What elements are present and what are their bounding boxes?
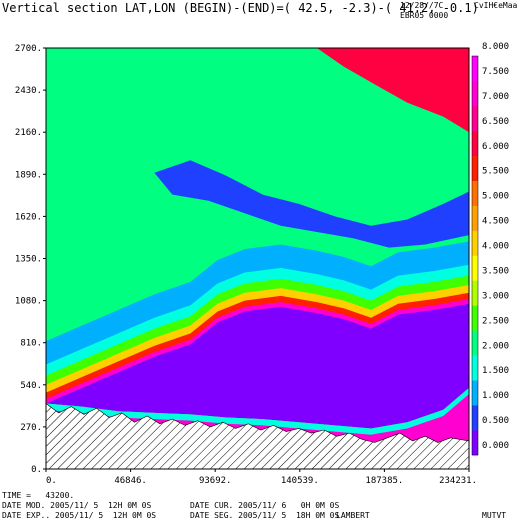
colorbar-label: 5.000 — [482, 192, 509, 202]
brand-label: CvIH€eMaa — [474, 1, 517, 10]
colorbar-label: 8.000 — [482, 42, 509, 52]
y-tick-label: 540. — [20, 381, 42, 391]
colorbar-swatch — [472, 205, 478, 231]
y-tick-label: 2160. — [15, 128, 42, 138]
colorbar-swatch — [472, 330, 478, 356]
colorbar-swatch — [472, 305, 478, 331]
colorbar-label: 6.000 — [482, 142, 509, 152]
colorbar-frame — [471, 55, 479, 456]
colorbar: 0.000 0.500 1.000 1.500 2.000 2.500 3.000 3.500… — [471, 42, 509, 456]
colorbar-label: 4.000 — [482, 242, 509, 252]
y-tick-label: 2700. — [15, 44, 42, 54]
colorbar-swatch — [472, 230, 478, 256]
terrain-hatch — [46, 403, 469, 469]
y-tick-label: 1620. — [15, 212, 42, 222]
colorbar-label: 3.500 — [482, 266, 509, 276]
colorbar-swatch — [472, 405, 478, 431]
colorbar-swatch — [472, 105, 478, 132]
colorbar-swatch — [472, 56, 478, 82]
y-tick-label: 1890. — [15, 170, 42, 180]
y-tick-label: 0. — [31, 465, 42, 475]
run-id: EBR05 0000 — [400, 11, 449, 20]
colorbar-label: 6.500 — [482, 117, 509, 127]
colorbar-label: 7.500 — [482, 67, 509, 77]
x-tick-label: 93692. — [199, 476, 232, 486]
x-tick-label: 140539. — [281, 476, 319, 486]
date-seg: DATE SEG. 2005/11/ 5 18H 0M 0S — [190, 511, 340, 520]
x-tick-label: 46846. — [114, 476, 147, 486]
max-value-layer — [46, 303, 469, 429]
colorbar-label: 3.000 — [482, 291, 509, 301]
colorbar-swatch — [472, 80, 478, 107]
colorbar-label: 1.500 — [482, 366, 509, 376]
y-tick-label: 2430. — [15, 86, 42, 96]
y-tick-label: 1350. — [15, 255, 42, 265]
variable-label: MUTVT — [482, 511, 507, 520]
colorbar-swatch — [472, 380, 478, 406]
colorbar-label: 4.500 — [482, 217, 509, 227]
colorbar-swatch — [472, 255, 478, 281]
colorbar-swatch — [472, 180, 478, 206]
y-tick-label: 1080. — [15, 297, 42, 307]
colorbar-swatch — [472, 280, 478, 306]
x-tick-label: 234231. — [439, 476, 477, 486]
date-exp: DATE EXP.. 2005/11/ 5 12H 0M 0S — [2, 511, 157, 520]
colorbar-swatch — [472, 355, 478, 381]
date-mod: DATE MOD. 2005/11/ 5 12H 0M 0S — [2, 501, 152, 510]
x-tick-label: 187385. — [365, 476, 403, 486]
date-cur: DATE CUR. 2005/11/ 6 0H 0M 0S — [190, 501, 340, 510]
colorbar-swatch — [472, 130, 478, 157]
axes: 0. 270. 540. 810. 1080. 1350. 1620. 1890. 2160. 2… — [15, 44, 477, 486]
low-value-core — [154, 160, 469, 248]
colorbar-label: 2.500 — [482, 316, 509, 326]
contour-field — [46, 48, 469, 469]
colorbar-swatch — [472, 155, 478, 181]
colorbar-label: 0.000 — [482, 441, 509, 451]
colorbar-label: 5.500 — [482, 167, 509, 177]
colorbar-label: 7.000 — [482, 92, 509, 102]
projection-label: LAMBERT — [336, 511, 370, 520]
y-tick-label: 810. — [20, 339, 42, 349]
colorbar-label: 2.000 — [482, 341, 509, 351]
colorbar-label: 1.000 — [482, 391, 509, 401]
time-label: TIME = 43200. — [2, 491, 75, 500]
colorbar-swatch — [472, 430, 478, 456]
colorbar-label: 0.500 — [482, 416, 509, 426]
chart-title: Vertical section LAT,LON (BEGIN)-(END)=(… — [2, 1, 479, 15]
run-date: 12/28//7C — [400, 1, 444, 10]
x-tick-label: 0. — [46, 476, 57, 486]
y-tick-label: 270. — [20, 423, 42, 433]
upper-high-region — [316, 48, 469, 133]
